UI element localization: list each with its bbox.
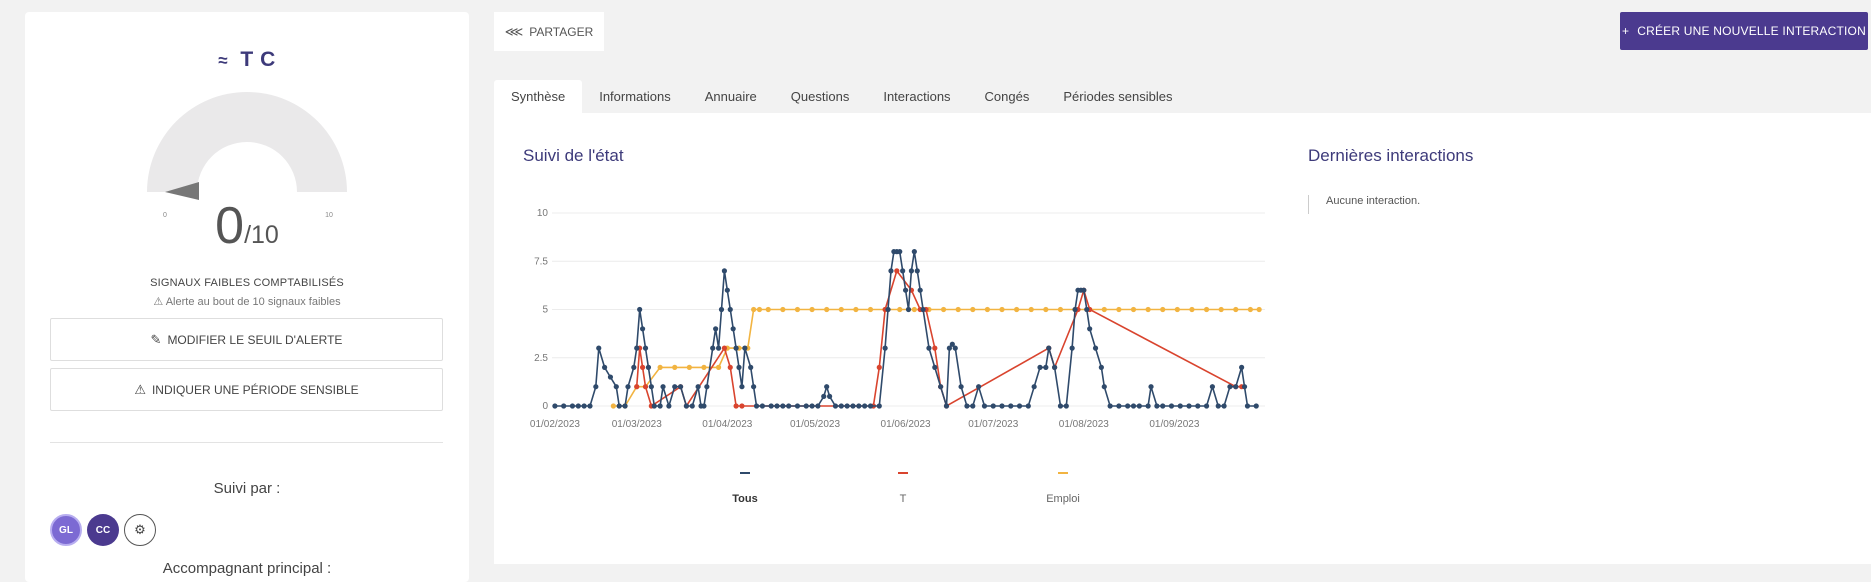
- avatar[interactable]: GL: [50, 514, 82, 546]
- create-interaction-label: CRÉER UNE NOUVELLE INTERACTION: [1637, 24, 1866, 38]
- gauge-current-value: 0: [215, 197, 245, 255]
- followers-avatars: GL CC ⚙: [50, 514, 156, 546]
- tab-conges[interactable]: Congés: [984, 89, 1030, 104]
- gauge-min-tick: 0: [163, 212, 167, 219]
- share-button[interactable]: ⋘ PARTAGER: [494, 12, 604, 51]
- modify-threshold-label: MODIFIER LE SEUIL D'ALERTE: [167, 332, 343, 347]
- gauge-value: 0/10: [25, 200, 469, 252]
- weak-signals-gauge: 0 10: [147, 92, 347, 219]
- divider: [50, 442, 443, 443]
- tab-annuaire[interactable]: Annuaire: [704, 89, 757, 104]
- gauge-max-tick: 10: [325, 212, 333, 219]
- tab-interactions[interactable]: Interactions: [883, 89, 951, 104]
- gauge-caption: SIGNAUX FAIBLES COMPTABILISÉS: [150, 277, 344, 289]
- interactions-title: Dernières interactions: [1308, 146, 1474, 165]
- chart-title: Suivi de l'état: [523, 146, 624, 165]
- modify-threshold-button[interactable]: ✎ MODIFIER LE SEUIL D'ALERTE: [50, 318, 443, 361]
- add-user-icon: ⚙: [134, 522, 146, 537]
- plus-icon: +: [1622, 24, 1630, 38]
- no-interaction-text: Aucune interaction.: [1326, 195, 1421, 207]
- wifi-icon: ≈: [218, 51, 229, 70]
- followed-by-label: Suivi par :: [213, 480, 281, 497]
- tab-synthese[interactable]: Synthèse: [494, 80, 583, 113]
- gauge-alert-text: ⚠ Alerte au bout de 10 signaux faibles: [153, 296, 341, 308]
- gauge-max-value: /10: [244, 221, 279, 249]
- tab-bar: Synthèse Informations Annuaire Questions…: [494, 80, 1189, 113]
- profile-card: ≈ T C 0 10 0/10 SIGNAUX FAIBLES COMPTABI…: [25, 12, 469, 582]
- share-label: PARTAGER: [529, 24, 594, 39]
- profile-title: ≈ T C: [25, 48, 469, 72]
- sensitive-period-label: INDIQUER UNE PÉRIODE SENSIBLE: [151, 382, 359, 397]
- main-companion-label: Accompagnant principal :: [162, 560, 332, 577]
- sensitive-period-button[interactable]: ⚠ INDIQUER UNE PÉRIODE SENSIBLE: [50, 368, 443, 411]
- gauge-arc: [147, 92, 347, 192]
- gauge-needle: [165, 182, 199, 200]
- tab-questions[interactable]: Questions: [790, 89, 850, 104]
- create-interaction-button[interactable]: + CRÉER UNE NOUVELLE INTERACTION: [1620, 12, 1868, 50]
- add-follower-button[interactable]: ⚙: [124, 514, 156, 546]
- profile-name: T C: [240, 48, 276, 71]
- edit-icon: ✎: [150, 331, 162, 347]
- tab-informations[interactable]: Informations: [599, 89, 671, 104]
- avatar[interactable]: CC: [87, 514, 119, 546]
- warning-icon: ⚠: [134, 381, 146, 397]
- synthese-panel: [494, 113, 1871, 564]
- interactions-timeline-bar: [1308, 195, 1309, 214]
- tab-periodes-sensibles[interactable]: Périodes sensibles: [1063, 89, 1173, 104]
- share-icon: ⋘: [504, 23, 524, 39]
